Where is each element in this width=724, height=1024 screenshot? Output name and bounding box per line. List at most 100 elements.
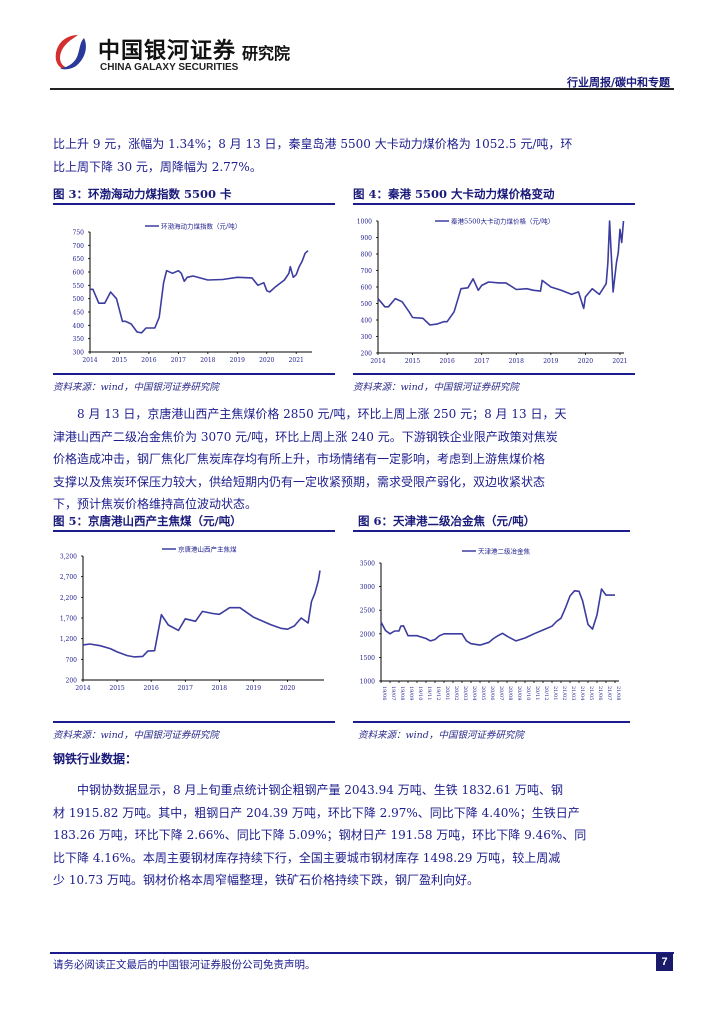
x-tick-label: 19/08 bbox=[399, 686, 405, 700]
x-tick-label: 20/02 bbox=[453, 686, 459, 700]
text-line: 材 1915.82 万吨。其中，粗钢日产 204.39 万吨，环比下降 2.97… bbox=[53, 805, 580, 820]
y-tick-label: 1,700 bbox=[60, 616, 77, 623]
data-series-line bbox=[380, 588, 615, 646]
text-line: 支撑以及焦炭环保压力较大，供给短期内仍有一定收紧预期，需求受限产弱化，双边收紧状… bbox=[53, 474, 546, 489]
x-tick-label: 20/10 bbox=[525, 686, 531, 700]
x-tick-label: 21/04 bbox=[579, 686, 585, 700]
x-tick-label: 20/03 bbox=[462, 686, 468, 700]
y-tick-label: 200 bbox=[66, 678, 78, 685]
x-tick-label: 20/11 bbox=[534, 686, 540, 700]
y-tick-label: 3000 bbox=[360, 584, 375, 591]
x-tick-label: 2014 bbox=[370, 358, 385, 365]
x-tick-label: 2018 bbox=[212, 685, 227, 692]
x-tick-label: 2020 bbox=[259, 357, 274, 364]
x-tick-label: 20/06 bbox=[489, 686, 495, 700]
text-line: 中钢协数据显示，8 月上旬重点统计钢企粗钢产量 2043.94 万吨、生铁 18… bbox=[53, 783, 563, 797]
x-tick-label: 20/01 bbox=[444, 686, 450, 700]
x-tick-label: 19/09 bbox=[408, 686, 414, 700]
paragraph-steel: 中钢协数据显示，8 月上旬重点统计钢企粗钢产量 2043.94 万吨、生铁 18… bbox=[53, 779, 663, 892]
x-tick-label: 2015 bbox=[112, 357, 127, 364]
text-line: 少 10.73 万吨。钢材价格本周窄幅整理，铁矿石价格持续下跌，钢厂盈利向好。 bbox=[53, 873, 479, 887]
figure-3-bottom-rule bbox=[53, 373, 335, 375]
y-tick-label: 1,200 bbox=[60, 636, 77, 643]
y-tick-label: 1000 bbox=[360, 679, 375, 686]
y-tick-label: 300 bbox=[361, 334, 373, 341]
x-tick-label: 20/08 bbox=[507, 686, 513, 700]
y-tick-label: 800 bbox=[361, 252, 373, 259]
x-tick-label: 2015 bbox=[109, 685, 124, 692]
figure-5-title: 图 5：京唐港山西产主焦煤（元/吨） bbox=[53, 514, 242, 528]
x-tick-label: 2019 bbox=[230, 357, 245, 364]
logo-english-name: CHINA GALAXY SECURITIES bbox=[100, 62, 239, 73]
legend-label: 环渤海动力煤指数（元/吨） bbox=[161, 222, 241, 231]
y-tick-label: 400 bbox=[73, 323, 85, 330]
y-tick-label: 400 bbox=[361, 318, 373, 325]
y-tick-label: 3500 bbox=[360, 561, 375, 568]
y-tick-label: 300 bbox=[73, 350, 85, 357]
x-tick-label: 2020 bbox=[578, 358, 593, 365]
y-tick-label: 550 bbox=[73, 283, 85, 290]
x-tick-label: 2014 bbox=[75, 685, 90, 692]
x-tick-label: 21/05 bbox=[588, 686, 594, 700]
y-tick-label: 2,200 bbox=[60, 595, 77, 602]
x-tick-label: 19/06 bbox=[381, 686, 387, 700]
x-tick-label: 2016 bbox=[144, 685, 159, 692]
x-tick-label: 2019 bbox=[543, 358, 558, 365]
x-tick-label: 19/11 bbox=[426, 686, 432, 700]
paragraph-coking: 8 月 13 日，京唐港山西产主焦煤价格 2850 元/吨，环比上周上涨 250… bbox=[53, 403, 663, 516]
x-tick-label: 2016 bbox=[440, 358, 455, 365]
x-tick-label: 21/03 bbox=[570, 686, 576, 700]
x-tick-label: 20/05 bbox=[480, 686, 486, 700]
x-tick-label: 21/02 bbox=[561, 686, 567, 700]
x-tick-label: 21/06 bbox=[597, 686, 603, 700]
x-tick-label: 21/08 bbox=[615, 686, 621, 700]
text-line: 价格造成冲击，钢厂焦化厂焦炭库存均有所上升，市场情绪有一定影响，考虑到上游焦煤价… bbox=[53, 452, 546, 466]
text-line: 183.26 万吨，环比下降 2.66%、同比下降 5.09%；钢材日产 191… bbox=[53, 828, 587, 842]
legend-label: 京唐港山西产主焦煤 bbox=[178, 545, 237, 554]
legend-label: 天津港二级冶金焦 bbox=[478, 547, 531, 556]
text-line: 比上升 9 元，涨幅为 1.34%；8 月 13 日，秦皇岛港 5500 大卡动… bbox=[53, 137, 573, 151]
y-tick-label: 500 bbox=[73, 296, 85, 303]
logo-chinese-name: 中国银河证券 bbox=[98, 39, 237, 64]
x-tick-label: 2017 bbox=[171, 357, 186, 364]
y-tick-label: 2500 bbox=[360, 608, 375, 615]
chart-3: 300 350 400 450 500 550 600 650 700 750 2014 2015 20… bbox=[73, 222, 312, 364]
x-tick-label: 19/12 bbox=[435, 686, 441, 700]
x-tick-label: 2020 bbox=[280, 685, 295, 692]
header-divider bbox=[50, 88, 674, 90]
text-line: 下，预计焦炭价格维持高位波动状态。 bbox=[53, 497, 258, 511]
figure-5-source: 资料来源：wind，中国银河证券研究院 bbox=[53, 730, 219, 741]
report-category: 行业周报/碳中和专题 bbox=[566, 76, 670, 89]
text-line: 比上周下降 30 元，周降幅为 2.77%。 bbox=[53, 159, 262, 174]
x-tick-label: 19/07 bbox=[390, 686, 396, 700]
figure-6-title: 图 6：天津港二级冶金焦（元/吨） bbox=[358, 514, 536, 528]
figure-4-bottom-rule bbox=[353, 373, 635, 375]
figure-5-bottom-rule bbox=[53, 721, 335, 723]
chart-4: 200 300 400 500 600 700 800 900 1000 2014 2015 2016… bbox=[357, 217, 628, 366]
logo-institute: 研究院 bbox=[242, 44, 291, 63]
y-tick-label: 1500 bbox=[360, 655, 375, 662]
figure-6-source: 资料来源：wind，中国银河证券研究院 bbox=[358, 730, 524, 741]
data-series-line bbox=[82, 570, 321, 658]
paragraph-intro: 比上升 9 元，涨幅为 1.34%；8 月 13 日，秦皇岛港 5500 大卡动… bbox=[53, 133, 663, 178]
figure-6-bottom-rule bbox=[353, 721, 630, 723]
y-tick-label: 2000 bbox=[360, 631, 375, 638]
y-tick-label: 350 bbox=[73, 336, 85, 343]
y-tick-label: 600 bbox=[73, 270, 85, 277]
x-tick-label: 2014 bbox=[82, 357, 97, 364]
figure-5-rule bbox=[53, 530, 335, 532]
page-number: 7 bbox=[656, 953, 673, 971]
text-line: 比下降 4.16%。本周主要钢材库存持续下行，全国主要城市钢材库存 1498.2… bbox=[53, 850, 561, 865]
y-tick-label: 500 bbox=[361, 301, 373, 308]
x-tick-label: 2021 bbox=[289, 357, 304, 364]
steel-section-heading: 钢铁行业数据： bbox=[53, 752, 138, 766]
y-tick-label: 450 bbox=[73, 310, 85, 317]
disclaimer-text: 请务必阅读正文最后的中国银河证券股份公司免责声明。 bbox=[53, 959, 316, 971]
figure-3-rule bbox=[53, 203, 335, 205]
x-tick-label: 20/12 bbox=[543, 686, 549, 700]
y-tick-label: 1000 bbox=[357, 219, 372, 226]
y-tick-label: 700 bbox=[73, 243, 85, 250]
x-tick-label: 21/07 bbox=[606, 686, 612, 700]
y-tick-label: 3,200 bbox=[60, 554, 77, 561]
